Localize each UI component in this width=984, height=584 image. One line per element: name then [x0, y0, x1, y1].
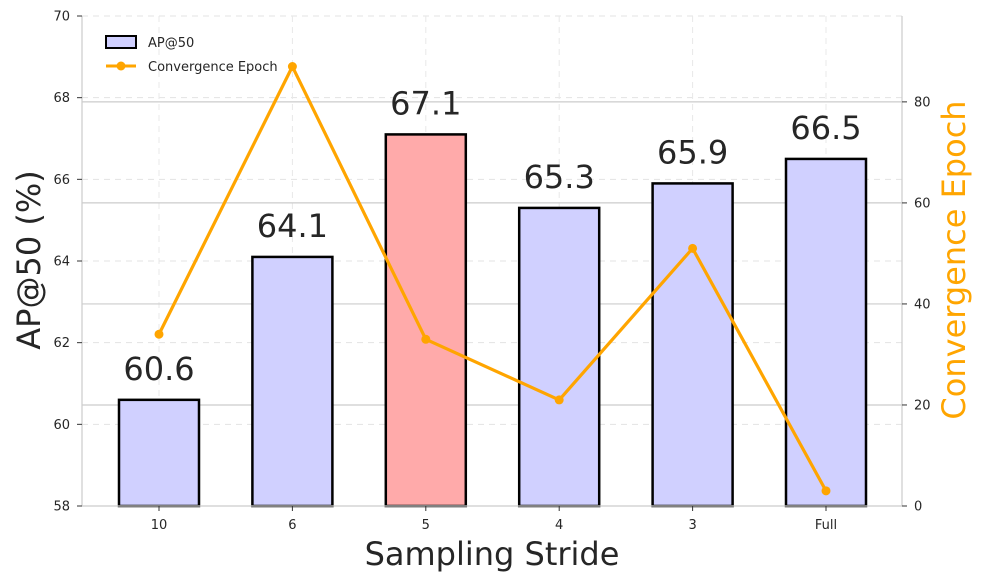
bar-full [784, 157, 868, 508]
y-tick-label: 64 [53, 255, 70, 270]
y2-tick-label: 40 [914, 297, 931, 312]
bar-10 [117, 398, 201, 508]
bar-value-label: 65.9 [657, 133, 728, 171]
bar-value-label: 66.5 [790, 109, 861, 147]
convergence-point [421, 334, 431, 344]
x-tick-label: 6 [288, 518, 296, 533]
convergence-point [287, 62, 297, 72]
y-tick-label: 70 [53, 10, 70, 25]
bar-4 [517, 206, 601, 508]
convergence-point [154, 329, 164, 339]
grid-layer [82, 15, 902, 507]
y-tick-label: 62 [53, 336, 70, 351]
convergence-point [688, 243, 698, 253]
y2-tick-label: 80 [914, 95, 931, 110]
legend: AP@50 Convergence Epoch [105, 35, 278, 75]
legend-swatch-ap50 [105, 35, 137, 49]
legend-marker-convergence [116, 61, 126, 71]
y-tick-label: 58 [53, 500, 70, 515]
bar-value-label: 67.1 [390, 84, 461, 122]
y-tick-label: 66 [53, 173, 70, 188]
x-tick-label: 3 [688, 518, 696, 533]
y-tick-label: 68 [53, 91, 70, 106]
y2-axis-title: Convergence Epoch [935, 100, 973, 419]
bar-value-label: 60.6 [123, 350, 194, 388]
convergence-point [554, 395, 564, 405]
y2-tick-label: 20 [914, 398, 931, 413]
bar-value-label: 64.1 [257, 207, 328, 245]
legend-label-convergence: Convergence Epoch [148, 60, 278, 75]
x-tick-label: 4 [555, 518, 563, 533]
bar-6 [251, 255, 334, 508]
axes-layer: 58 60 62 64 66 68 70 0 20 40 60 80 10 6 5 4 3 Full [53, 10, 930, 534]
y-axis-title: AP@50 (%) [10, 170, 48, 349]
legend-label-ap50: AP@50 [148, 36, 194, 51]
labels-layer: 60.6 64.1 67.1 65.3 65.9 66.5 [123, 84, 861, 387]
x-tick-label: 5 [422, 518, 430, 533]
y2-tick-label: 60 [914, 196, 931, 211]
bar-5 [384, 133, 468, 508]
bar-3 [651, 182, 734, 508]
y2-tick-label: 0 [914, 500, 922, 515]
bar-value-label: 65.3 [524, 158, 595, 196]
convergence-point [821, 486, 831, 496]
x-axis-title: Sampling Stride [365, 535, 620, 573]
x-tick-label: Full [815, 518, 837, 533]
bars-layer [117, 133, 868, 508]
x-tick-label: 10 [151, 518, 168, 533]
y-tick-label: 60 [53, 418, 70, 433]
line-layer [154, 62, 831, 496]
convergence-line [157, 64, 828, 492]
